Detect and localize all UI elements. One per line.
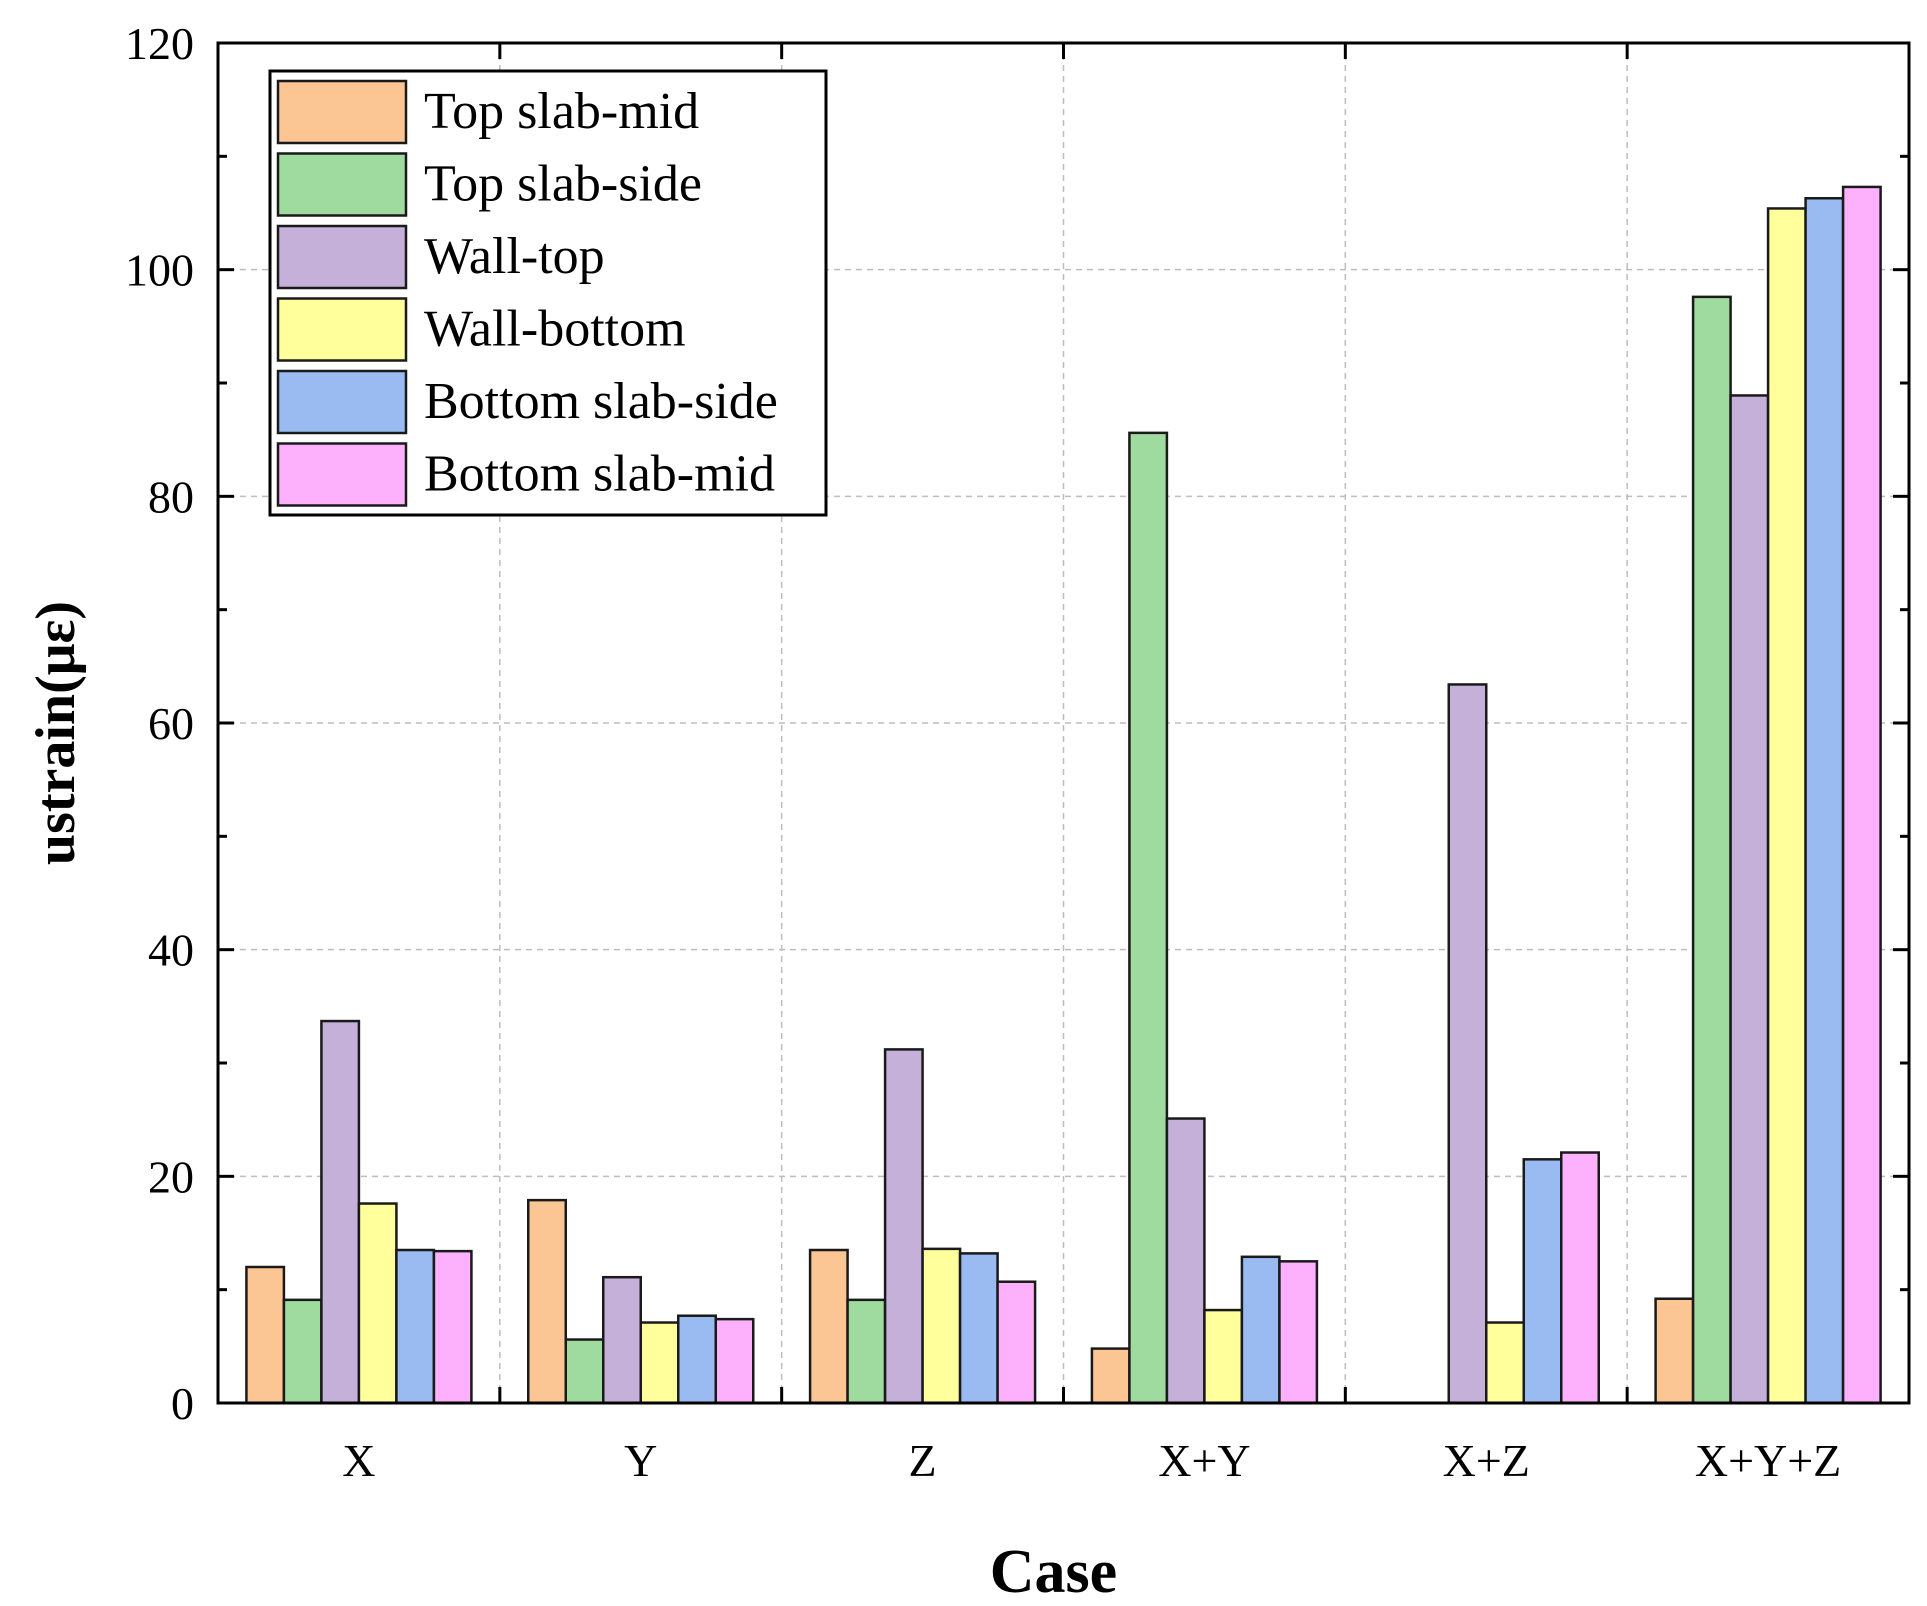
legend-box xyxy=(268,69,828,517)
bar-wall-bottom-xplusy xyxy=(1203,1308,1244,1405)
bar-wall-bottom-x xyxy=(357,1202,398,1405)
y-tick-label: 80 xyxy=(148,471,194,522)
axis-ticks: 0 20 40 60 80 100 120 X Y Z X+Y X+Z X+Y+Z xyxy=(125,18,1909,1486)
bar-bottom-slab-mid-xplusyplusz xyxy=(1841,185,1882,1405)
legend-label: Wall-top xyxy=(424,228,605,285)
bar-wall-bottom-xplusyplusz xyxy=(1766,207,1807,1405)
legend-label: Top slab-side xyxy=(424,156,702,213)
y-tick-label: 40 xyxy=(148,925,194,976)
bar-top-slab-mid-y xyxy=(527,1198,567,1405)
bar-bottom-slab-side-xplusy xyxy=(1240,1255,1281,1405)
legend-label: Top slab-mid xyxy=(424,83,699,140)
y-tick-label: 0 xyxy=(171,1378,194,1429)
y-axis-title: ustrain(με) xyxy=(25,601,87,865)
bar-wall-bottom-y xyxy=(639,1321,680,1405)
legend-swatch xyxy=(276,369,408,435)
bar-wall-top-xplusz xyxy=(1447,683,1488,1405)
x-tick-label: X+Z xyxy=(1443,1435,1530,1486)
bar-bottom-slab-mid-z xyxy=(996,1280,1037,1405)
legend-label: Bottom slab-mid xyxy=(424,446,775,503)
bar-top-slab-mid-xplusy xyxy=(1090,1347,1131,1405)
bar-top-slab-side-z xyxy=(846,1298,887,1405)
bar-wall-bottom-xplusz xyxy=(1485,1321,1525,1405)
bar-top-slab-side-xplusyplusz xyxy=(1691,295,1732,1405)
bar-wall-top-xplusy xyxy=(1165,1117,1206,1405)
y-tick-label: 120 xyxy=(125,18,194,69)
bar-wall-top-xplusyplusz xyxy=(1729,394,1770,1405)
legend-swatch xyxy=(276,442,408,507)
bars xyxy=(245,185,1882,1405)
bar-wall-top-x xyxy=(320,1019,361,1405)
legend-swatch xyxy=(276,152,408,217)
bar-bottom-slab-mid-y xyxy=(714,1317,755,1405)
legend: Top slab-mid Top slab-side Wall-top Wall-bo… xyxy=(268,69,828,517)
bar-top-slab-mid-z xyxy=(808,1248,849,1405)
bar-bottom-slab-mid-x xyxy=(432,1249,473,1405)
x-tick-label: Z xyxy=(909,1435,937,1486)
bar-bottom-slab-side-xplusyplusz xyxy=(1804,197,1845,1405)
x-tick-label: X+Y xyxy=(1158,1435,1250,1486)
bar-bottom-slab-side-y xyxy=(677,1314,717,1405)
legend-swatch xyxy=(276,297,408,362)
y-tick-label: 100 xyxy=(125,245,194,296)
legend-swatch xyxy=(276,79,408,145)
x-tick-label: Y xyxy=(624,1435,657,1486)
bar-bottom-slab-mid-xplusz xyxy=(1560,1151,1600,1405)
bar-bottom-slab-side-z xyxy=(958,1252,999,1405)
bar-top-slab-side-y xyxy=(564,1338,605,1405)
x-tick-label: X+Y+Z xyxy=(1695,1435,1841,1486)
bar-bottom-slab-side-x xyxy=(395,1248,436,1405)
legend-label: Wall-bottom xyxy=(424,301,686,358)
bar-wall-top-z xyxy=(883,1048,924,1405)
bar-wall-bottom-z xyxy=(921,1247,962,1405)
bar-top-slab-side-x xyxy=(282,1298,323,1405)
bar-top-slab-mid-xplusyplusz xyxy=(1654,1297,1695,1405)
y-tick-label: 20 xyxy=(148,1151,194,1202)
bar-bottom-slab-side-xplusz xyxy=(1522,1158,1563,1405)
grid-lines xyxy=(218,43,1909,1403)
legend-label: Bottom slab-side xyxy=(424,373,778,430)
x-axis-title: Case xyxy=(990,1538,1117,1606)
bar-wall-top-y xyxy=(602,1275,642,1405)
x-tick-label: X xyxy=(342,1435,375,1486)
y-tick-label: 60 xyxy=(148,698,194,749)
legend-swatch xyxy=(276,224,408,290)
bar-top-slab-side-xplusy xyxy=(1128,431,1169,1405)
bar-bottom-slab-mid-xplusy xyxy=(1278,1260,1319,1405)
bar-top-slab-mid-x xyxy=(245,1265,286,1405)
